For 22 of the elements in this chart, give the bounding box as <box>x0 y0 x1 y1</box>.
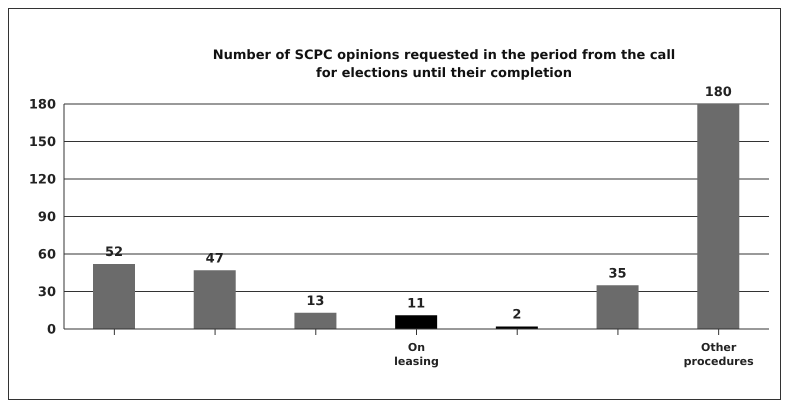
y-tick-label: 120 <box>28 172 56 188</box>
y-tick-label: 180 <box>28 98 56 113</box>
bar <box>93 264 135 329</box>
x-tick-label: Other procedures <box>684 341 754 368</box>
bar <box>697 104 740 329</box>
y-tick-label: 150 <box>28 135 56 150</box>
bar <box>596 285 639 329</box>
y-tick-label: 30 <box>38 285 56 300</box>
data-label: 2 <box>512 308 522 322</box>
y-tick-label: 0 <box>46 322 56 338</box>
y-tick-label: 90 <box>38 210 56 226</box>
data-label: 47 <box>206 251 224 266</box>
data-label: 180 <box>704 85 732 100</box>
bar <box>194 270 236 329</box>
data-label: 13 <box>306 294 324 309</box>
y-tick-label: 60 <box>38 248 56 263</box>
data-label: 35 <box>608 266 627 282</box>
chart-title: Number of SCPC opinions requested in the period from the call for elections until their completion <box>212 47 676 83</box>
bar <box>294 312 336 329</box>
bar <box>395 315 438 329</box>
data-label: 11 <box>407 296 426 312</box>
x-tick-label: On leasing <box>394 341 439 368</box>
